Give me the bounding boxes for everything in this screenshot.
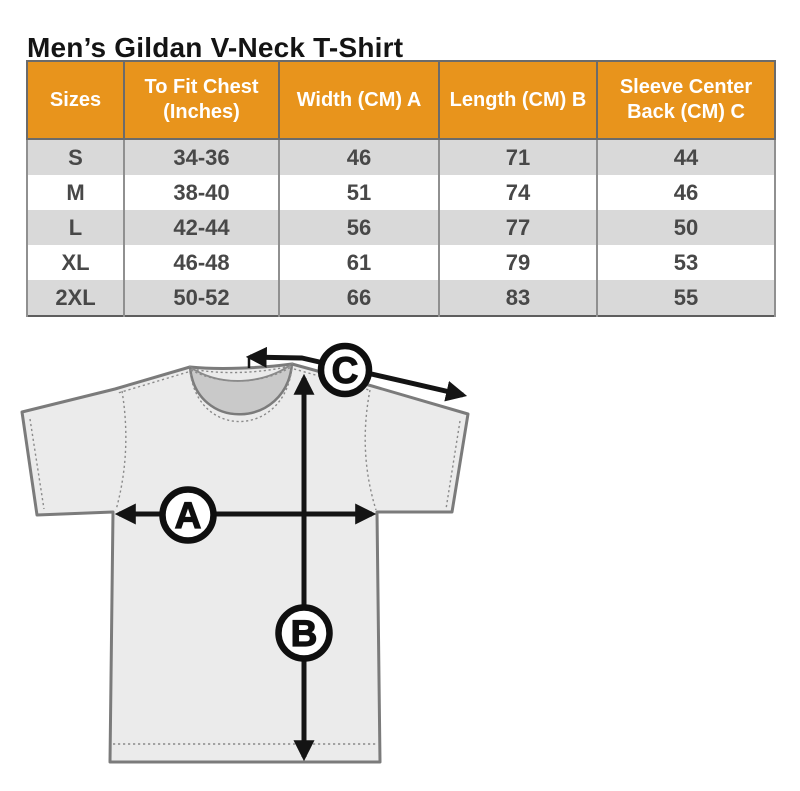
size-chart-header: Sizes To Fit Chest (Inches) Width (CM) A… bbox=[26, 60, 776, 140]
width-cell: 51 bbox=[278, 175, 440, 210]
sleeve-label: C bbox=[332, 350, 359, 391]
tshirt-measurement-diagram: A B C bbox=[0, 340, 490, 791]
length-cell: 74 bbox=[438, 175, 598, 210]
sleeve-cell: 44 bbox=[596, 139, 776, 175]
size-cell: M bbox=[26, 175, 125, 210]
sleeve-cell: 46 bbox=[596, 175, 776, 210]
width-cell: 66 bbox=[278, 280, 440, 316]
chest-cell: 38-40 bbox=[123, 175, 280, 210]
chest-cell: 46-48 bbox=[123, 245, 280, 280]
col-header-sleeve: Sleeve Center Back (CM) C bbox=[596, 60, 776, 140]
sleeve-cell: 55 bbox=[596, 280, 776, 316]
width-cell: 46 bbox=[278, 139, 440, 175]
seam-stitches bbox=[29, 368, 461, 745]
chest-cell: 50-52 bbox=[123, 280, 280, 316]
width-label: A bbox=[175, 495, 202, 536]
table-row-2xl: 2XL 50-52 66 83 55 bbox=[26, 280, 776, 316]
col-header-sizes: Sizes bbox=[26, 60, 125, 140]
table-row-xl: XL 46-48 61 79 53 bbox=[26, 245, 776, 280]
length-label: B bbox=[291, 613, 318, 654]
table-row-m: M 38-40 51 74 46 bbox=[26, 175, 776, 210]
table-row-s: S 34-36 46 71 44 bbox=[26, 139, 776, 175]
col-header-length: Length (CM) B bbox=[438, 60, 598, 140]
size-chart-table: Sizes To Fit Chest (Inches) Width (CM) A… bbox=[26, 60, 776, 317]
measure-badges: A B C bbox=[159, 342, 373, 662]
length-cell: 77 bbox=[438, 210, 598, 245]
length-cell: 79 bbox=[438, 245, 598, 280]
length-badge: B bbox=[275, 604, 333, 662]
size-cell: S bbox=[26, 139, 125, 175]
header-row: Sizes To Fit Chest (Inches) Width (CM) A… bbox=[26, 60, 776, 140]
tshirt-outline bbox=[20, 362, 470, 764]
chest-cell: 42-44 bbox=[123, 210, 280, 245]
col-header-width: Width (CM) A bbox=[278, 60, 440, 140]
width-cell: 61 bbox=[278, 245, 440, 280]
width-cell: 56 bbox=[278, 210, 440, 245]
size-cell: L bbox=[26, 210, 125, 245]
sleeve-badge: C bbox=[317, 342, 373, 398]
sleeve-cell: 50 bbox=[596, 210, 776, 245]
sleeve-cell: 53 bbox=[596, 245, 776, 280]
width-badge: A bbox=[159, 486, 217, 544]
sleeve-arrow bbox=[245, 346, 468, 402]
size-cell: XL bbox=[26, 245, 125, 280]
length-cell: 83 bbox=[438, 280, 598, 316]
chest-cell: 34-36 bbox=[123, 139, 280, 175]
length-cell: 71 bbox=[438, 139, 598, 175]
table-row-l: L 42-44 56 77 50 bbox=[26, 210, 776, 245]
size-cell: 2XL bbox=[26, 280, 125, 316]
page-title: Men’s Gildan V-Neck T-Shirt bbox=[27, 31, 404, 63]
size-chart-body: S 34-36 46 71 44 M 38-40 51 74 46 L 42-4… bbox=[26, 139, 776, 316]
col-header-chest: To Fit Chest (Inches) bbox=[123, 60, 280, 140]
